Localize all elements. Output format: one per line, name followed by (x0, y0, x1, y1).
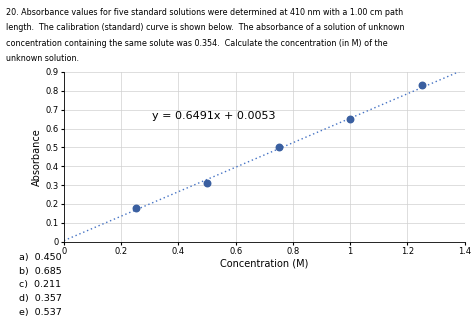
Point (203, 180, 211, 186)
Text: e)  0.537: e) 0.537 (19, 308, 62, 317)
Text: a)  0.450: a) 0.450 (19, 253, 62, 262)
Y-axis label: Absorbance: Absorbance (32, 128, 42, 186)
Text: concentration containing the same solute was 0.354.  Calculate the concentration: concentration containing the same solute… (6, 39, 387, 48)
X-axis label: Concentration (M): Concentration (M) (220, 259, 309, 269)
Text: unknown solution.: unknown solution. (6, 54, 79, 63)
Text: b)  0.685: b) 0.685 (19, 267, 62, 276)
Text: d)  0.357: d) 0.357 (19, 294, 62, 303)
Point (132, 205, 139, 210)
Point (418, 83, 425, 88)
Point (275, 145, 283, 150)
Text: length.  The calibration (standard) curve is shown below.  The absorbance of a s: length. The calibration (standard) curve… (6, 23, 404, 32)
Point (346, 116, 354, 122)
Text: y = 0.6491x + 0.0053: y = 0.6491x + 0.0053 (152, 111, 275, 122)
Text: 20. Absorbance values for five standard solutions were determined at 410 nm with: 20. Absorbance values for five standard … (6, 8, 403, 17)
Text: c)  0.211: c) 0.211 (19, 280, 61, 289)
